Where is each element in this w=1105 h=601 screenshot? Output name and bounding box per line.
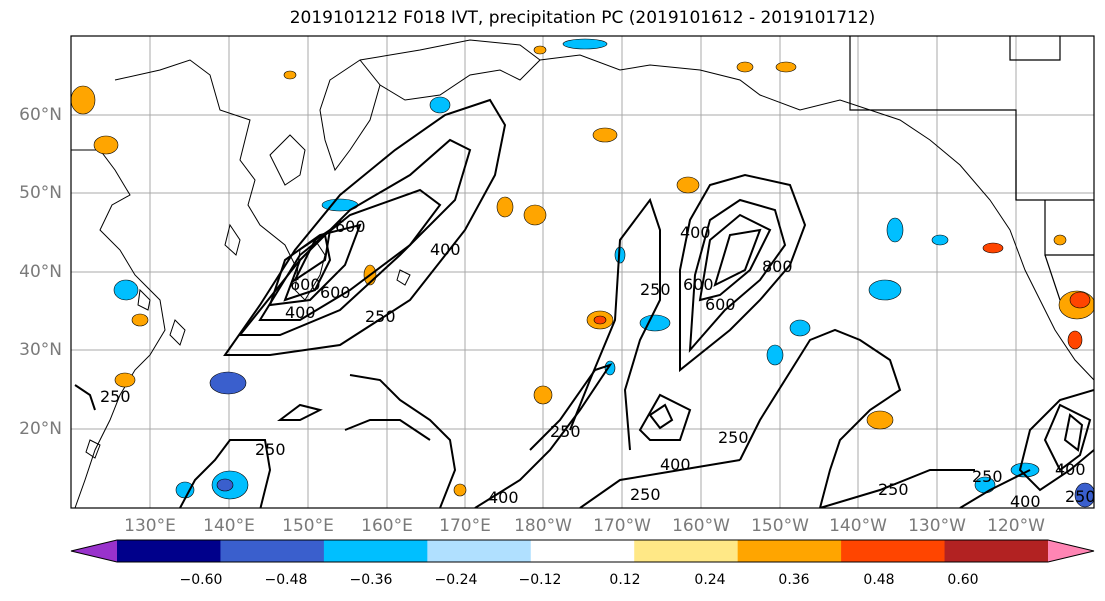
lat-label: 60°N — [19, 105, 62, 125]
contour-label: 400 — [660, 455, 691, 474]
colorbar-tick: 0.12 — [609, 572, 641, 588]
colorbar-tick: 0.36 — [778, 572, 810, 588]
colorbar — [70, 539, 1095, 563]
contour-label: 600 — [683, 275, 714, 294]
colorbar-extend-min — [71, 540, 117, 562]
contour-label: 400 — [1010, 492, 1041, 511]
contour-label: 250 — [972, 467, 1003, 486]
contour-label: 600 — [320, 283, 351, 302]
colorbar-tick: −0.60 — [179, 572, 223, 588]
colorbar-tick: −0.48 — [264, 572, 308, 588]
contour-label: 250 — [255, 440, 286, 459]
contour-label: 600 — [290, 275, 321, 294]
contour-label: 250 — [1065, 487, 1096, 506]
lon-label: 180°W — [514, 516, 572, 536]
contour-label: 600 — [335, 217, 366, 236]
precip-shading — [71, 38, 1094, 508]
colorbar-tick: 0.60 — [947, 572, 979, 588]
contour-label: 400 — [1055, 460, 1086, 479]
lon-label: 160°E — [361, 516, 413, 536]
colorbar-tick: −0.12 — [518, 572, 562, 588]
colorbar-tick: −0.24 — [434, 572, 478, 588]
contour-label: 250 — [630, 485, 661, 504]
contour-label: 400 — [285, 303, 316, 322]
colorbar-segment — [323, 540, 428, 562]
colorbar-segment — [944, 540, 1049, 562]
lon-label: 140°E — [203, 516, 255, 536]
colorbar-segment — [530, 540, 635, 562]
gridlines — [71, 36, 1094, 508]
lat-label: 20°N — [19, 419, 62, 439]
colorbar-segment — [737, 540, 842, 562]
contour-label: 400 — [430, 240, 461, 259]
lon-label: 170°W — [593, 516, 651, 536]
colorbar-extend-max — [1048, 540, 1094, 562]
contour-label: 250 — [100, 387, 131, 406]
lon-label: 140°W — [829, 516, 887, 536]
contour-label: 250 — [718, 428, 749, 447]
lat-label: 40°N — [19, 262, 62, 282]
lon-label: 150°W — [751, 516, 809, 536]
colorbar-segment — [220, 540, 325, 562]
colorbar-tick: 0.24 — [694, 572, 726, 588]
coastlines — [71, 39, 1094, 508]
lon-label: 160°W — [672, 516, 730, 536]
colorbar-tick: 0.48 — [863, 572, 895, 588]
lon-label: 130°W — [908, 516, 966, 536]
lon-label: 130°E — [124, 516, 176, 536]
ivt-contour-labels: 600 400 250 250 250 400 600 400 250 400 … — [100, 217, 1096, 511]
map-title: 2019101212 F018 IVT, precipitation PC (2… — [289, 8, 876, 28]
contour-label: 600 — [705, 295, 736, 314]
lon-label: 150°E — [282, 516, 334, 536]
contour-label: 400 — [680, 223, 711, 242]
lat-label: 30°N — [19, 340, 62, 360]
ivt-contours — [74, 98, 1094, 508]
lon-label: 170°E — [439, 516, 491, 536]
colorbar-outline — [70, 539, 1095, 563]
map-frame — [70, 35, 1095, 509]
colorbar-segment — [841, 540, 946, 562]
colorbar-segment — [634, 540, 739, 562]
contour-label: 800 — [762, 257, 793, 276]
lat-label: 50°N — [19, 183, 62, 203]
contour-label: 250 — [365, 307, 396, 326]
contour-label: 400 — [488, 488, 519, 507]
lon-label: 120°W — [987, 516, 1045, 536]
colorbar-segment — [117, 540, 221, 562]
contour-label: 250 — [878, 480, 909, 499]
contour-label: 250 — [640, 280, 671, 299]
contour-label: 250 — [550, 422, 581, 441]
colorbar-tick: −0.36 — [349, 572, 393, 588]
colorbar-segment — [427, 540, 532, 562]
